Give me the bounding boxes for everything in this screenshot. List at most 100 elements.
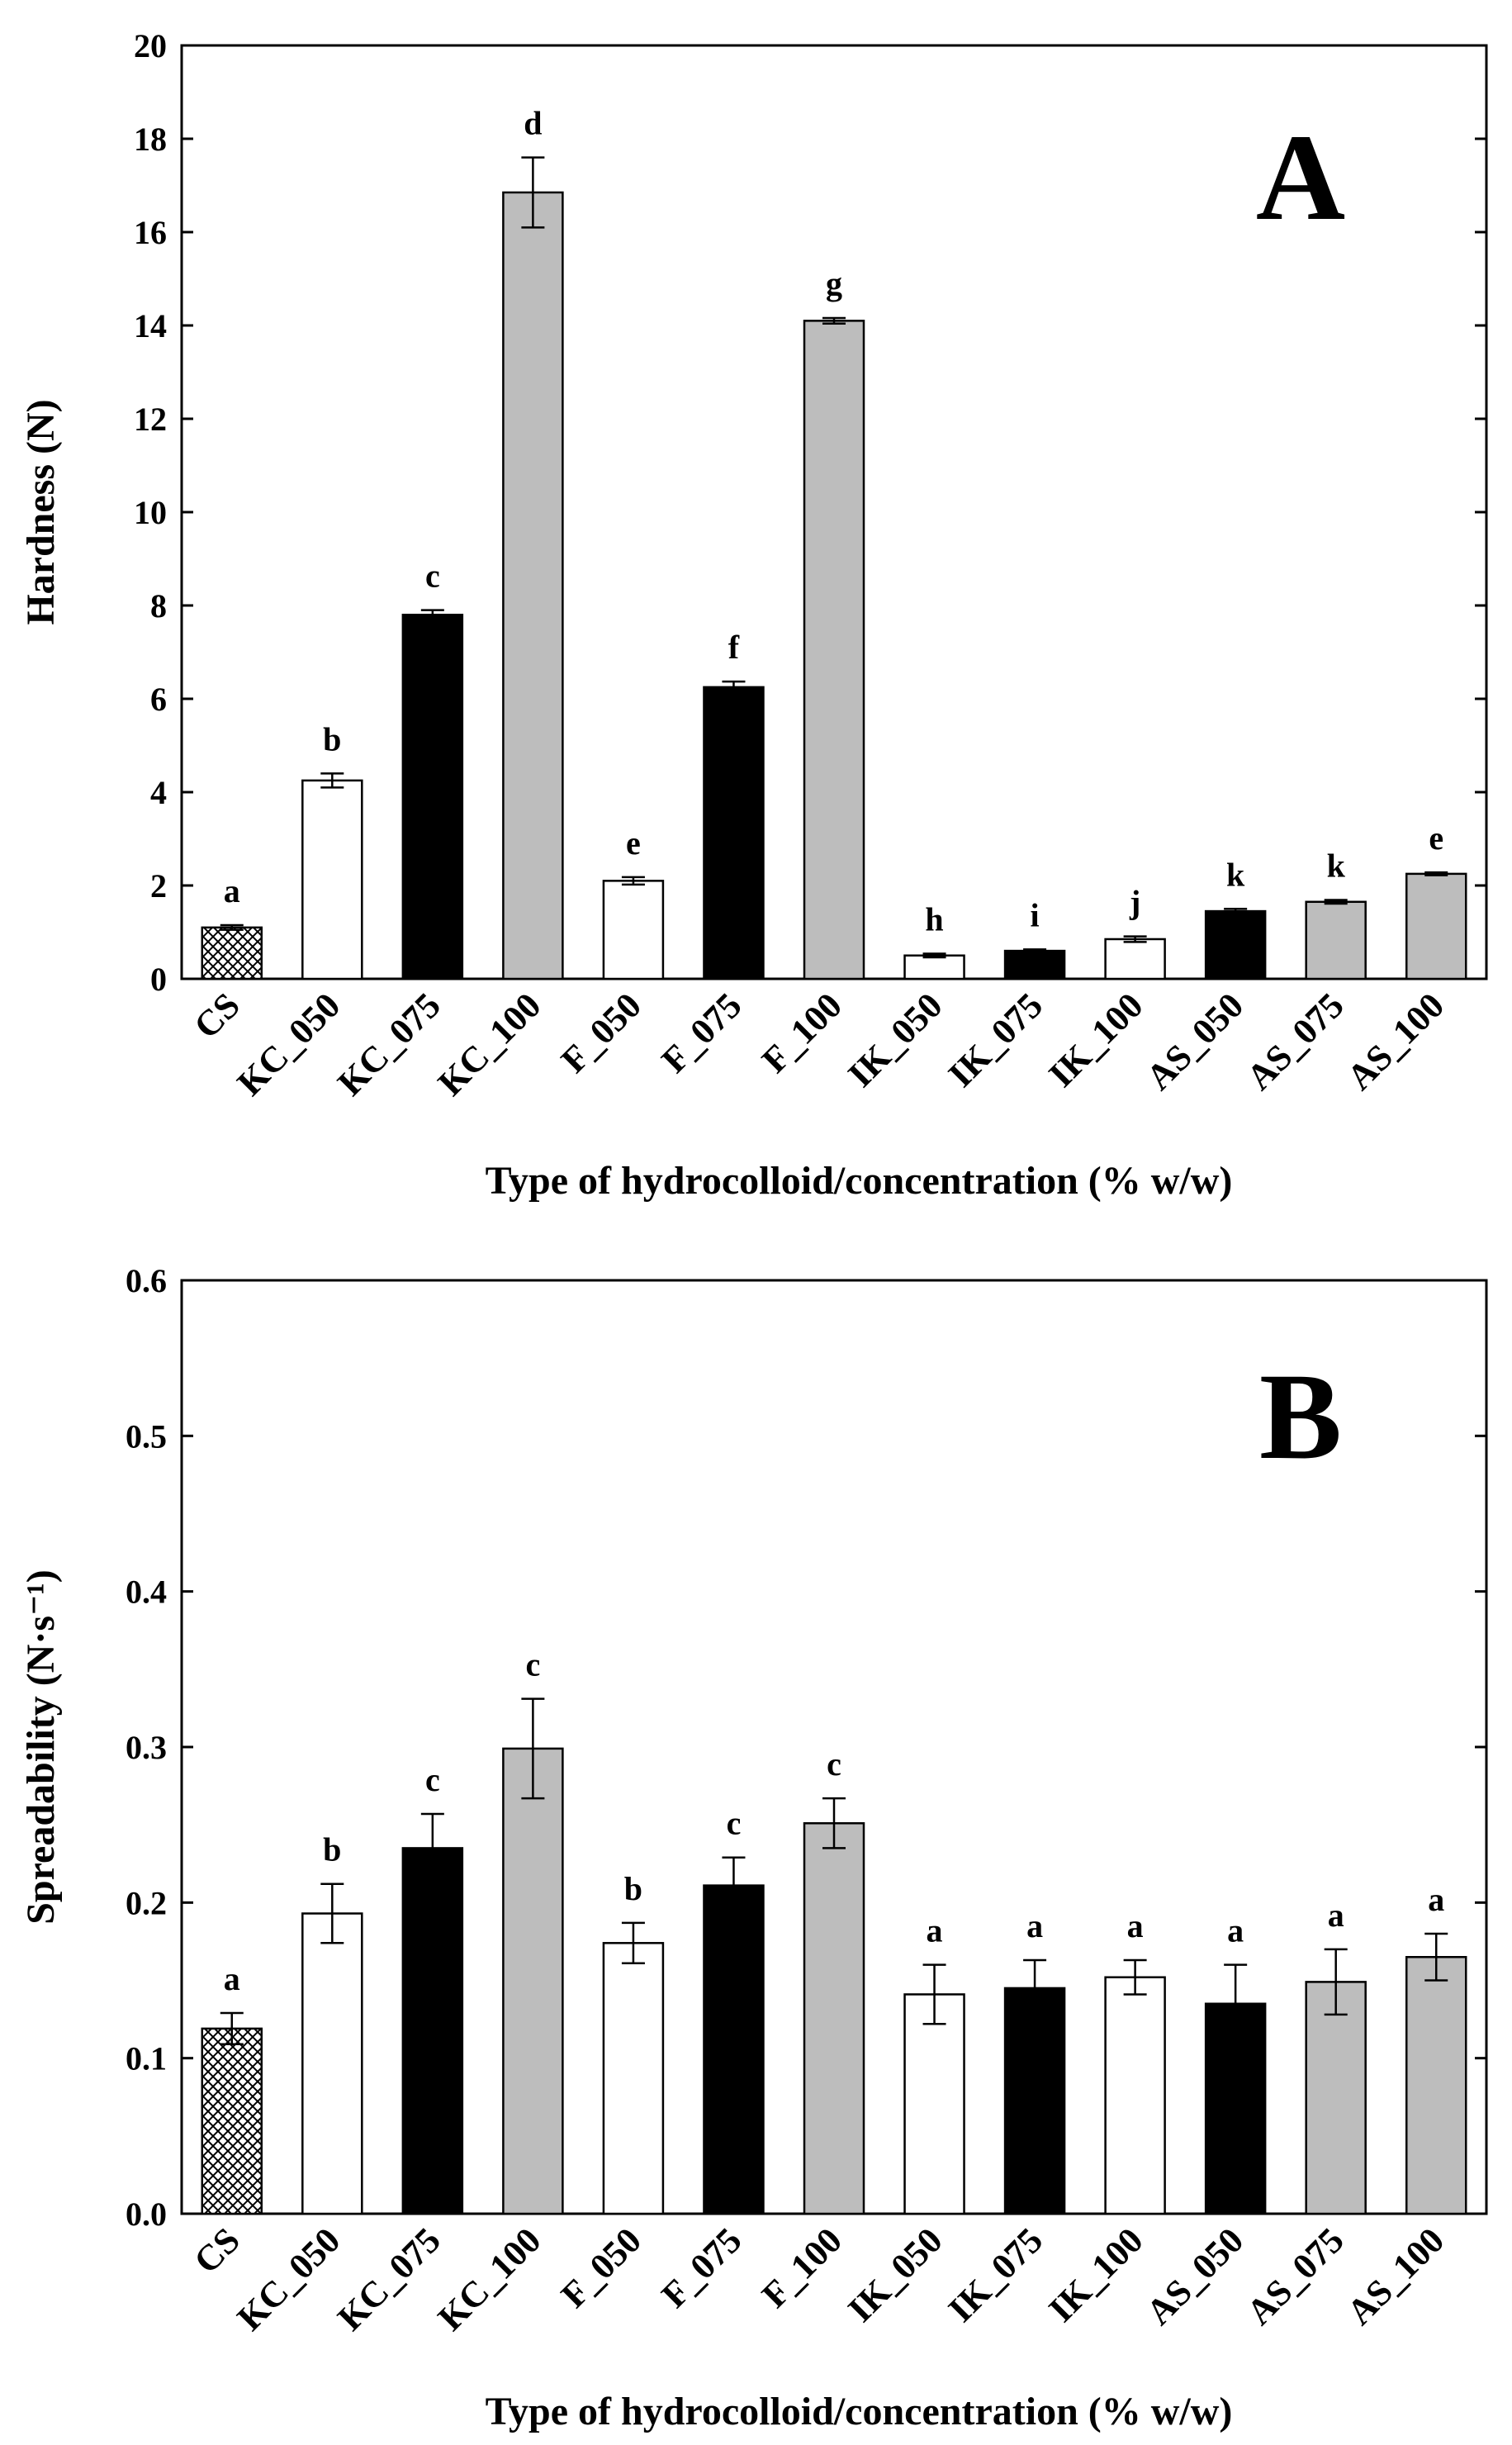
panel-letter: B: [1259, 1348, 1342, 1485]
y-tick-label: 8: [150, 587, 167, 624]
panel-a: 0 2 4 6 8 10 12 14 16 18 20 a CS b KC_050 c KC_075 d KC_10…: [19, 27, 1488, 1203]
bar-kc-100: [502, 191, 564, 980]
y-tick-label: 0.6: [126, 1262, 167, 1299]
y-tick-label: 0.4: [126, 1574, 167, 1611]
significance-letter: c: [425, 1761, 440, 1798]
bar-f-100: [803, 320, 865, 980]
x-category-label: IK_075: [941, 985, 1050, 1094]
significance-letter: c: [827, 1745, 841, 1783]
significance-letter: a: [1428, 1881, 1444, 1918]
bar-as-075: [1305, 1981, 1367, 2215]
significance-letter: a: [1127, 1907, 1144, 1944]
y-tick-label: 0.1: [126, 2040, 167, 2077]
y-tick-label: 0.5: [126, 1417, 167, 1455]
bar-ik-075: [1003, 949, 1066, 980]
x-category-label: IK_075: [941, 2219, 1050, 2329]
x-category-label: AS_050: [1139, 985, 1252, 1098]
y-tick-label: 14: [134, 307, 167, 344]
significance-letter: j: [1129, 884, 1140, 921]
significance-letter: b: [323, 720, 341, 757]
y-tick-label: 2: [150, 867, 167, 904]
bar-kc-050: [301, 1912, 363, 2215]
x-category-label: AS_100: [1339, 985, 1453, 1098]
significance-letter: a: [224, 1960, 240, 1997]
bar-f-075: [703, 1884, 765, 2215]
bar-cs: [201, 926, 263, 980]
y-tick-label: 0.2: [126, 1884, 167, 1921]
significance-letter: a: [1227, 1912, 1244, 1949]
x-category-label: CS: [186, 2219, 247, 2281]
significance-letter: k: [1226, 856, 1245, 893]
significance-letter: a: [1328, 1897, 1344, 1934]
x-category-label: KC_100: [430, 2219, 549, 2338]
bar-as-050: [1204, 909, 1267, 980]
x-category-label: KC_050: [230, 2219, 348, 2338]
x-category-label: AS_075: [1239, 985, 1352, 1098]
panel-b: 0.0 0.1 0.2 0.3 0.4 0.5 0.6 a CS b KC_050 c KC_075 c K…: [19, 1262, 1488, 2433]
bar-f-050: [602, 880, 665, 980]
bar-as-075: [1305, 900, 1367, 980]
y-tick-label: 0.3: [126, 1729, 167, 1766]
significance-letter: b: [323, 1831, 341, 1868]
significance-letter: h: [925, 900, 943, 938]
y-tick-label: 16: [134, 214, 167, 251]
bar-kc-075: [401, 1847, 464, 2215]
x-category-label: F_050: [553, 2219, 649, 2315]
y-tick-label: 18: [134, 121, 167, 158]
significance-letter: g: [826, 265, 842, 302]
significance-letter: e: [626, 824, 641, 862]
significance-letter: e: [1429, 819, 1443, 857]
significance-letter: b: [624, 1870, 642, 1907]
x-category-label: IK_100: [1040, 985, 1150, 1094]
y-tick-label: 4: [150, 774, 167, 811]
x-axis-title: Type of hydrocolloid/concentration (% w/…: [486, 1159, 1233, 1203]
y-tick-label: 0.0: [126, 2196, 167, 2233]
x-category-label: KC_050: [230, 985, 348, 1104]
significance-letter: a: [927, 1912, 943, 1949]
x-category-label: AS_075: [1239, 2219, 1352, 2333]
y-tick-label: 6: [150, 681, 167, 718]
x-category-label: AS_050: [1139, 2219, 1252, 2333]
significance-letter: c: [727, 1805, 742, 1842]
significance-letter: f: [728, 629, 740, 666]
x-category-label: IK_100: [1040, 2219, 1150, 2329]
significance-letter: a: [1026, 1907, 1043, 1944]
significance-letter: c: [526, 1646, 541, 1683]
bar-kc-075: [401, 614, 464, 980]
x-category-label: F_075: [654, 985, 750, 1080]
panel-letter: A: [1256, 109, 1345, 246]
y-tick-label: 20: [134, 27, 167, 64]
bar-kc-100: [502, 1747, 564, 2215]
bar-as-100: [1405, 1956, 1467, 2215]
significance-letter: k: [1327, 847, 1346, 885]
bar-as-100: [1405, 872, 1467, 980]
bar-ik-100: [1104, 1976, 1166, 2215]
x-category-label: IK_050: [840, 985, 950, 1094]
significance-letter: i: [1031, 896, 1040, 933]
bar-f-050: [602, 1942, 665, 2215]
bar-cs: [201, 2027, 263, 2215]
x-category-label: F_050: [553, 985, 649, 1080]
bar-ik-100: [1104, 938, 1166, 980]
y-axis-title: Hardness (N): [19, 399, 63, 624]
significance-letter: a: [224, 872, 240, 909]
y-tick-label: 0: [150, 961, 167, 998]
significance-letter: d: [524, 105, 542, 142]
x-category-label: KC_075: [329, 2219, 448, 2338]
bar-kc-050: [301, 779, 363, 980]
x-category-label: F_100: [754, 985, 850, 1080]
y-axis-title: Spreadability (N·s⁻¹): [19, 1569, 63, 1925]
x-category-label: F_075: [654, 2219, 750, 2315]
significance-letter: c: [425, 558, 440, 595]
bar-ik-075: [1003, 1987, 1066, 2215]
x-category-label: AS_100: [1339, 2219, 1453, 2333]
x-category-label: F_100: [754, 2219, 850, 2315]
bar-f-075: [703, 686, 765, 980]
bar-ik-050: [903, 1993, 965, 2215]
y-tick-label: 12: [134, 401, 167, 438]
x-category-label: KC_100: [430, 985, 549, 1104]
x-category-label: IK_050: [840, 2219, 950, 2329]
y-tick-label: 10: [134, 494, 167, 531]
bar-f-100: [803, 1822, 865, 2215]
